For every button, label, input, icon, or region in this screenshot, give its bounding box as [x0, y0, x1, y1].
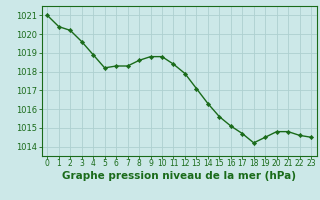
X-axis label: Graphe pression niveau de la mer (hPa): Graphe pression niveau de la mer (hPa) — [62, 171, 296, 181]
